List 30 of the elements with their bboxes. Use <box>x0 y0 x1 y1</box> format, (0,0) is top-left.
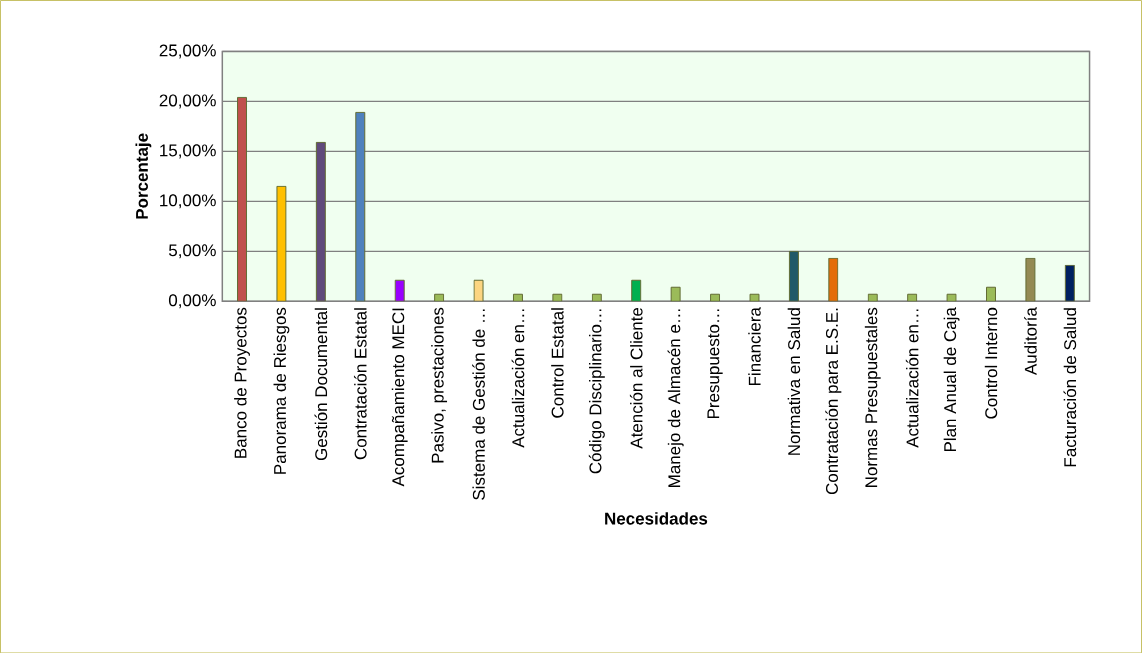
x-tick-label: Sistema de Gestión de … <box>472 309 485 500</box>
x-tick-label: Normativa en Salud <box>787 308 801 455</box>
x-tick-label: Contratación Estatal <box>353 308 367 459</box>
x-tick-label: Facturación de Salud <box>1063 308 1077 467</box>
x-tick-label: Acompañamiento MECI <box>391 308 408 487</box>
x-tick-label: Panorama de Riesgos <box>273 307 290 474</box>
x-tick-label: Pasivo, prestaciones <box>431 307 448 463</box>
x-tick-label: Gestión Documental <box>314 308 328 460</box>
y-tick-label: 15,00% <box>160 144 216 159</box>
x-tick-label: Auditoría <box>1024 306 1037 375</box>
x-axis-title: Necesidades <box>605 511 708 525</box>
x-tick-label: Control Estatal <box>551 308 564 418</box>
y-tick-label: 0,00% <box>168 294 216 309</box>
x-tick-label: Banco de Proyectos <box>234 307 250 458</box>
x-tick-label: Plan Anual de Caja <box>943 306 960 451</box>
x-tick-label: Normas Presupuestales <box>864 307 881 487</box>
y-tick-label: 10,00% <box>160 194 216 209</box>
y-axis-title: Porcentaje <box>135 133 152 219</box>
x-tick-label: Actualización en… <box>511 309 525 448</box>
x-tick-label: Financiera <box>748 306 761 385</box>
x-tick-label: Presupuesto… <box>707 309 723 418</box>
x-tick-label: Contratación para E.S.E. <box>825 308 842 494</box>
y-tick-label: 20,00% <box>159 94 216 109</box>
y-tick-label: 5,00% <box>168 244 216 259</box>
x-tick-label: Actualización en… <box>905 309 919 448</box>
y-tick-label: 25,00% <box>159 44 216 59</box>
x-tick-label: Manejo de Almacén e… <box>667 309 684 487</box>
x-tick-label: Atención al Cliente <box>629 307 643 449</box>
x-tick-label: Control Interno <box>984 307 998 419</box>
x-tick-label: Código Disciplinario… <box>588 309 605 474</box>
